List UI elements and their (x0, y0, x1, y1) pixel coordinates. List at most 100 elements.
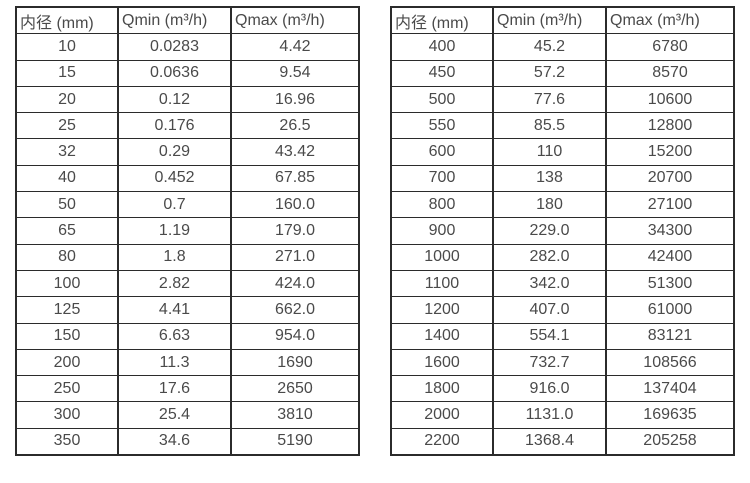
table-cell: 80 (15, 243, 119, 271)
table-cell: 732.7 (492, 348, 607, 377)
table-cell: 34300 (605, 217, 735, 245)
table-cell: 500 (390, 85, 494, 114)
table-cell: 600 (390, 138, 494, 166)
table-cell: 43.42 (230, 138, 360, 166)
table-cell: 0.12 (117, 85, 232, 114)
table-row: 50 0.7 160.0 (15, 191, 360, 219)
table-cell: 5190 (230, 427, 360, 456)
table-row: 1100 342.0 51300 (390, 269, 735, 298)
table-cell: 342.0 (492, 269, 607, 298)
table-cell: 11.3 (117, 348, 232, 377)
table-row: 600 110 15200 (390, 138, 735, 166)
table-cell: 1.19 (117, 217, 232, 245)
column-header: Qmin (m³/h) (492, 6, 607, 35)
table-cell: 0.29 (117, 138, 232, 166)
table-cell: 1131.0 (492, 401, 607, 429)
table-cell: 100 (15, 269, 119, 298)
table-cell: 40 (15, 164, 119, 193)
table-cell: 138 (492, 164, 607, 193)
table-cell: 6.63 (117, 322, 232, 350)
table-cell: 0.176 (117, 112, 232, 140)
table-cell: 2200 (390, 427, 494, 456)
table-cell: 350 (15, 427, 119, 456)
table-row: 80 1.8 271.0 (15, 243, 360, 271)
table-cell: 1.8 (117, 243, 232, 271)
table-cell: 50 (15, 191, 119, 219)
table-cell: 1000 (390, 243, 494, 271)
table-cell: 17.6 (117, 375, 232, 403)
table-cell: 20700 (605, 164, 735, 193)
table-cell: 0.7 (117, 191, 232, 219)
table-cell: 25 (15, 112, 119, 140)
table-row: 400 45.2 6780 (390, 33, 735, 61)
table-cell: 229.0 (492, 217, 607, 245)
table-cell: 954.0 (230, 322, 360, 350)
table-row: 20 0.12 16.96 (15, 85, 360, 114)
table-cell: 15200 (605, 138, 735, 166)
table-row: 2000 1131.0 169635 (390, 401, 735, 429)
table-cell: 0.0283 (117, 33, 232, 61)
table-row: 500 77.6 10600 (390, 85, 735, 114)
table-cell: 3810 (230, 401, 360, 429)
header-row: 内径 (mm) Qmin (m³/h) Qmax (m³/h) (390, 6, 735, 35)
table-cell: 0.0636 (117, 59, 232, 87)
table-row: 350 34.6 5190 (15, 427, 360, 456)
table-cell: 83121 (605, 322, 735, 350)
table-cell: 85.5 (492, 112, 607, 140)
table-cell: 180 (492, 191, 607, 219)
table-row: 250 17.6 2650 (15, 375, 360, 403)
table-row: 1000 282.0 42400 (390, 243, 735, 271)
table-cell: 160.0 (230, 191, 360, 219)
table-row: 40 0.452 67.85 (15, 164, 360, 193)
table-cell: 45.2 (492, 33, 607, 61)
table-cell: 205258 (605, 427, 735, 456)
column-header: Qmin (m³/h) (117, 6, 232, 35)
table-cell: 27100 (605, 191, 735, 219)
table-cell: 110 (492, 138, 607, 166)
table-cell: 10 (15, 33, 119, 61)
table-cell: 10600 (605, 85, 735, 114)
small-diameter-spec-table: 内径 (mm) Qmin (m³/h) Qmax (m³/h) 10 0.0283 4.4… (15, 6, 360, 457)
table-cell: 271.0 (230, 243, 360, 271)
table-cell: 2650 (230, 375, 360, 403)
header-row: 内径 (mm) Qmin (m³/h) Qmax (m³/h) (15, 6, 360, 35)
table-cell: 9.54 (230, 59, 360, 87)
table-row: 1800 916.0 137404 (390, 375, 735, 403)
table-row: 32 0.29 43.42 (15, 138, 360, 166)
table-cell: 200 (15, 348, 119, 377)
table-cell: 0.452 (117, 164, 232, 193)
table-cell: 282.0 (492, 243, 607, 271)
table-row: 2200 1368.4 205258 (390, 427, 735, 456)
table-cell: 662.0 (230, 296, 360, 324)
table-cell: 34.6 (117, 427, 232, 456)
table-cell: 169635 (605, 401, 735, 429)
table-cell: 1368.4 (492, 427, 607, 456)
table-row: 150 6.63 954.0 (15, 322, 360, 350)
table-cell: 4.41 (117, 296, 232, 324)
table-cell: 8570 (605, 59, 735, 87)
table-cell: 12800 (605, 112, 735, 140)
table-row: 1200 407.0 61000 (390, 296, 735, 324)
table-row: 300 25.4 3810 (15, 401, 360, 429)
table-row: 800 180 27100 (390, 191, 735, 219)
table-cell: 1400 (390, 322, 494, 350)
table-cell: 20 (15, 85, 119, 114)
table-row: 25 0.176 26.5 (15, 112, 360, 140)
table-row: 900 229.0 34300 (390, 217, 735, 245)
table-row: 15 0.0636 9.54 (15, 59, 360, 87)
table-row: 450 57.2 8570 (390, 59, 735, 87)
column-header: Qmax (m³/h) (230, 6, 360, 35)
table-cell: 450 (390, 59, 494, 87)
large-diameter-spec-table: 内径 (mm) Qmin (m³/h) Qmax (m³/h) 400 45.2 6780… (390, 6, 735, 457)
table-cell: 1600 (390, 348, 494, 377)
table-cell: 400 (390, 33, 494, 61)
table-cell: 1690 (230, 348, 360, 377)
table-cell: 25.4 (117, 401, 232, 429)
table-cell: 108566 (605, 348, 735, 377)
table-cell: 800 (390, 191, 494, 219)
table-cell: 2000 (390, 401, 494, 429)
table-cell: 26.5 (230, 112, 360, 140)
table-cell: 51300 (605, 269, 735, 298)
table-row: 200 11.3 1690 (15, 348, 360, 377)
table-cell: 125 (15, 296, 119, 324)
